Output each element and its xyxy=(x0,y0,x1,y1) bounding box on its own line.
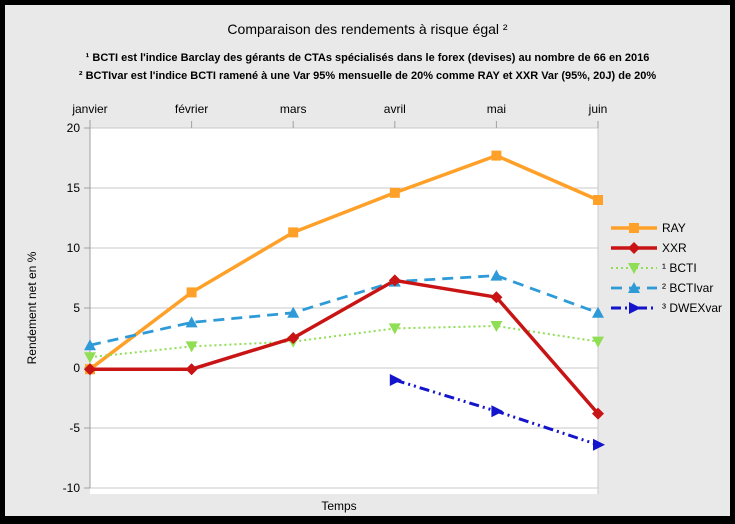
data-marker-ray xyxy=(491,150,502,161)
data-marker-bctivar xyxy=(592,306,604,318)
data-marker-bctivar xyxy=(185,316,198,328)
data-marker-bctivar xyxy=(287,306,300,318)
legend-label: ² BCTIvar xyxy=(662,280,714,295)
x-tick-label: février xyxy=(175,102,208,116)
data-marker-bcti xyxy=(388,323,401,335)
legend-marker-xxr xyxy=(628,241,640,254)
data-marker-bcti xyxy=(84,352,96,364)
data-marker-bcti xyxy=(490,321,503,332)
data-marker-xxr xyxy=(185,363,198,376)
legend-line-sample-bctivar xyxy=(611,281,657,293)
y-tick-label: 15 xyxy=(67,181,81,195)
data-marker-bcti xyxy=(185,341,198,353)
x-axis-title: Temps xyxy=(321,499,357,513)
chart-title: Comparaison des rendements à risque égal… xyxy=(227,21,508,37)
data-marker-dwexvar xyxy=(491,405,504,418)
legend-item-ray: RAY xyxy=(611,220,722,235)
data-marker-xxr xyxy=(287,332,300,344)
legend-line-sample-ray xyxy=(611,222,657,233)
data-marker-ray xyxy=(389,187,400,198)
legend-marker-ray xyxy=(629,222,639,233)
data-marker-dwexvar xyxy=(389,374,402,386)
x-tick-label: mars xyxy=(280,102,307,116)
legend-label: ³ DWEXvar xyxy=(662,300,722,315)
data-marker-bcti xyxy=(592,336,604,348)
data-marker-ray xyxy=(288,227,299,238)
data-marker-xxr xyxy=(388,274,401,287)
x-tick-label: avril xyxy=(384,102,406,116)
plot-canvas: 20 15 10 5 0 -5 -10 janvier février mars avril mai j… xyxy=(63,102,608,495)
legend-item-bctivar: ² BCTIvar xyxy=(611,280,722,295)
data-marker-bctivar xyxy=(84,339,96,351)
legend-label: RAY xyxy=(662,220,686,235)
x-tick-label: janvier xyxy=(71,102,107,116)
data-marker-dwexvar xyxy=(593,438,605,451)
legend-item-xxr: XXR xyxy=(611,240,722,255)
data-marker-xxr xyxy=(592,407,604,420)
legend-line-sample-dwexvar xyxy=(611,301,657,314)
y-tick-label: 10 xyxy=(67,241,81,255)
legend-marker-bctivar xyxy=(628,281,640,293)
chart-footnote-2: ² BCTIvar est l'indice BCTI ramené à une… xyxy=(78,70,657,82)
data-marker-xxr xyxy=(490,291,503,304)
legend-line-sample-xxr xyxy=(611,241,657,254)
legend-line-sample-bcti xyxy=(611,262,657,274)
data-marker-xxr xyxy=(84,363,96,376)
legend-label: ¹ BCTI xyxy=(662,260,697,275)
series-line-bcti xyxy=(89,324,599,359)
y-tick-label: 0 xyxy=(73,361,80,375)
legend-item-dwexvar: ³ DWEXvar xyxy=(611,300,722,315)
series-line-bctivar xyxy=(89,274,599,347)
legend-item-bcti: ¹ BCTI xyxy=(611,260,722,275)
legend-marker-bcti xyxy=(628,262,640,274)
legend-marker-dwexvar xyxy=(629,301,641,314)
legend: RAY XXR ¹ BCTI ² BCTIvar ³ DWEXvar xyxy=(611,220,722,320)
data-marker-bctivar xyxy=(490,269,503,281)
legend-label: XXR xyxy=(662,240,687,255)
data-marker-ray xyxy=(186,287,197,298)
y-tick-label: -10 xyxy=(63,481,81,495)
y-tick-label: 20 xyxy=(67,121,81,135)
x-tick-label: mai xyxy=(487,102,506,116)
y-tick-label: -5 xyxy=(69,421,80,435)
series-line-xxr xyxy=(90,278,600,415)
y-axis-title: Rendement net en % xyxy=(25,251,39,365)
data-marker-ray xyxy=(593,195,603,205)
chart-footnote-1: ¹ BCTI est l'indice Barclay des gérants … xyxy=(85,52,650,64)
series-line-ray xyxy=(88,153,599,371)
y-tick-label: 5 xyxy=(73,301,80,315)
x-tick-label: juin xyxy=(588,102,608,116)
